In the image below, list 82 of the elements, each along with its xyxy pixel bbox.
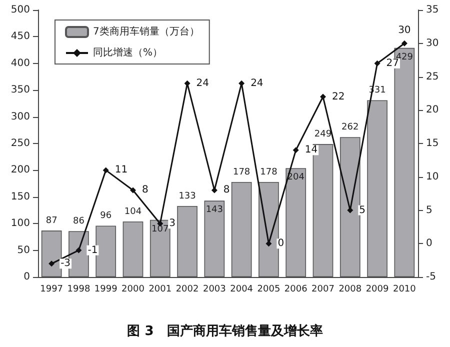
x-tick-label: 2003 [202, 284, 226, 294]
data-label: 178 [260, 167, 278, 178]
data-label: 24 [250, 78, 264, 89]
x-tick-label: 2002 [176, 284, 199, 294]
data-label: 107 [152, 224, 169, 234]
x-tick-label: 2009 [366, 284, 390, 294]
data-label: 5 [359, 204, 366, 216]
bar [258, 182, 279, 277]
x-tick-label: 2005 [257, 284, 280, 294]
x-tick-label: 2008 [338, 284, 362, 294]
data-label: -1 [88, 244, 98, 256]
x-tick-label: 1998 [67, 284, 90, 294]
x-tick-label: 1997 [40, 284, 64, 294]
data-label: 143 [206, 205, 224, 216]
y2-tick-label: 10 [426, 171, 439, 182]
y-tick-label: 300 [10, 111, 30, 122]
y-tick-label: 50 [17, 244, 30, 256]
y-tick-label: 200 [10, 164, 30, 176]
y-tick-label: 0 [24, 272, 30, 282]
data-label: 204 [287, 172, 305, 183]
data-label: 24 [196, 78, 210, 89]
y2-tick-label: 25 [426, 71, 439, 82]
x-tick-label: 2000 [122, 284, 145, 294]
y-tick-label: 250 [10, 138, 30, 149]
y-tick-label: 150 [10, 191, 30, 202]
y-tick-label: 500 [10, 4, 30, 16]
bar [96, 226, 116, 277]
point [130, 187, 136, 194]
data-label: 262 [342, 122, 359, 133]
x-tick-label: 2001 [148, 284, 172, 294]
data-label: 22 [332, 91, 345, 102]
bar [286, 168, 306, 277]
data-label: 133 [178, 191, 196, 202]
data-label: 104 [124, 206, 142, 217]
data-label: -3 [60, 258, 71, 270]
x-tick-label: 2006 [284, 284, 308, 294]
y-tick-label: 400 [10, 58, 30, 69]
data-label: 14 [304, 144, 318, 156]
point [76, 247, 82, 254]
x-tick-label: 2010 [392, 284, 416, 294]
y-tick-label: 450 [10, 31, 30, 42]
x-tick-label: 1999 [94, 284, 118, 294]
data-label: 96 [100, 211, 112, 222]
legend-label: 7类商用车销量（万台） [93, 26, 200, 38]
bar [340, 137, 360, 277]
y2-tick-label: 15 [426, 138, 439, 149]
x-tick-label: 2004 [230, 284, 254, 294]
data-label: 8 [223, 184, 230, 196]
data-label: 87 [46, 216, 58, 226]
data-label: 27 [386, 58, 400, 69]
text: 图 3 国产商用车销售量及增长率 [127, 323, 323, 339]
y2-tick-label: 30 [426, 38, 439, 49]
bar [122, 221, 144, 277]
data-label: 0 [278, 238, 284, 250]
y2-tick-label: -5 [426, 272, 436, 282]
data-label: 30 [398, 24, 411, 36]
y2-tick-label: 0 [426, 238, 432, 250]
data-label: 178 [232, 167, 250, 178]
bar [204, 200, 225, 277]
point [401, 40, 408, 46]
point [374, 60, 380, 66]
data-label: 86 [72, 216, 85, 227]
data-label: 3 [169, 218, 176, 230]
legend-label: 同比增速（%） [93, 46, 163, 58]
bar [150, 220, 170, 277]
y-tick-label: 350 [10, 84, 30, 96]
data-label: 249 [314, 130, 332, 140]
point [320, 94, 326, 100]
y-tick-label: 100 [10, 218, 30, 230]
bar [231, 182, 252, 277]
bar [177, 206, 198, 277]
y2-tick-label: 5 [426, 204, 432, 216]
data-label: 11 [114, 164, 128, 176]
bar [41, 230, 62, 277]
point [48, 260, 55, 267]
x-tick-label: 2007 [312, 284, 334, 294]
point [102, 167, 109, 174]
data-label: 8 [142, 184, 148, 196]
bar [367, 100, 388, 277]
y2-tick-label: 35 [426, 4, 439, 16]
point [292, 147, 299, 154]
y2-tick-label: 20 [426, 104, 439, 116]
